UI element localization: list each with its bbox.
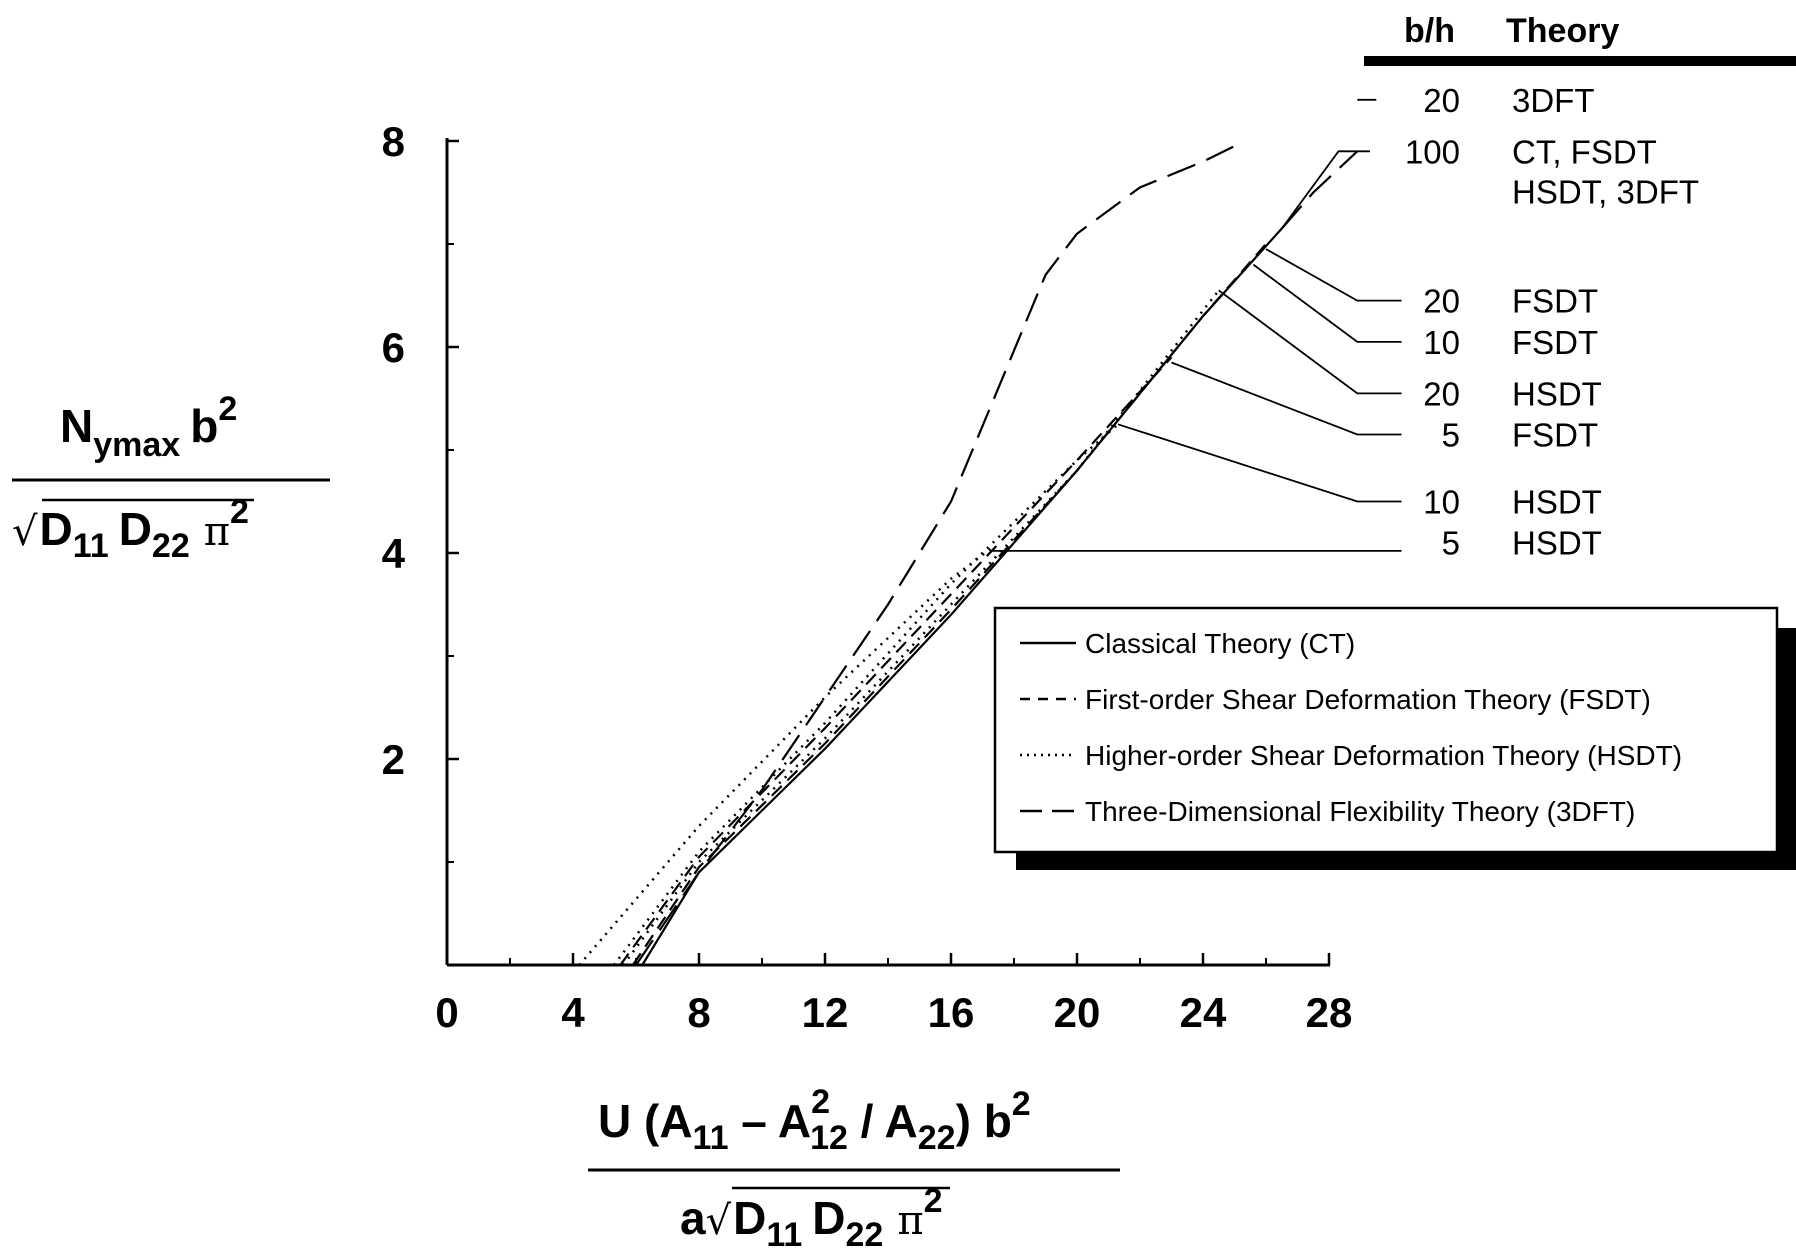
annotation-bh: 20 [1423, 283, 1460, 320]
y-tick-label: 8 [382, 118, 405, 165]
x-tick-label: 24 [1180, 989, 1227, 1036]
leader-line [1265, 248, 1402, 302]
ylabel-d2-sub: 22 [152, 527, 190, 565]
xlabel-pi-sup: 2 [924, 1182, 943, 1220]
series-line-dashed [619, 356, 1173, 966]
xlabel-d2-sub: 22 [846, 1216, 884, 1253]
ylabel-n: N [60, 400, 93, 452]
annotation-theory: FSDT [1512, 417, 1598, 454]
y-tick-label: 2 [382, 736, 405, 783]
series-line-longdash [1280, 150, 1359, 230]
annotation-theory: HSDT [1512, 375, 1602, 412]
legend-label: Higher-order Shear Deformation Theory (H… [1085, 740, 1682, 771]
table-header-rule [1364, 56, 1796, 66]
series-line-dashed [631, 243, 1267, 966]
annotation-theory: HSDT [1512, 525, 1602, 562]
annotation-bh: 20 [1423, 82, 1460, 119]
annotation-theory: FSDT [1512, 283, 1598, 320]
leader-line [1281, 150, 1370, 230]
y-ticks: 2 4 6 8 [382, 118, 459, 863]
annotation-bh: 20 [1423, 375, 1460, 412]
legend-label: First-order Shear Deformation Theory (FS… [1085, 684, 1651, 715]
annotation-bh: 10 [1423, 484, 1460, 521]
xlabel-a22-sub: 22 [918, 1119, 956, 1157]
ylabel-b: b [190, 400, 218, 452]
legend-box [993, 606, 1779, 854]
legend-label: Three-Dimensional Flexibility Theory (3D… [1085, 796, 1635, 827]
ylabel-d2: D [119, 503, 152, 555]
xlabel-pi: π [897, 1198, 923, 1244]
series-layer [578, 145, 1359, 966]
ylabel-d1-sub: 11 [73, 527, 109, 565]
annotation-bh: 5 [1442, 417, 1460, 454]
y-axis: 2 4 6 8 [382, 118, 459, 965]
xlabel-sqrt: √ [706, 1198, 732, 1244]
xlabel-close: ) b [956, 1095, 1012, 1147]
legend: Classical Theory (CT) First-order Shear D… [993, 606, 1796, 870]
table-header-theory: Theory [1506, 12, 1619, 50]
x-tick-label: 20 [1054, 989, 1101, 1036]
ylabel-pi: π [204, 509, 230, 555]
ylabel-d1: D [40, 503, 73, 555]
series-line-longdash [635, 145, 1235, 966]
x-axis: 0 4 8 12 16 20 24 28 [435, 953, 1352, 1036]
series-line-dotted [578, 546, 993, 966]
ylabel-b-sup: 2 [218, 390, 237, 428]
legend-items: Classical Theory (CT) First-order Shear D… [1020, 628, 1682, 827]
annotation-theory: 3DFT [1512, 82, 1595, 119]
x-tick-label: 4 [561, 989, 585, 1036]
leader-line [1117, 423, 1402, 503]
annotation-theory: HSDT [1512, 484, 1602, 521]
x-tick-label: 0 [435, 989, 458, 1036]
table-header-bh: b/h [1404, 12, 1455, 50]
ylabel-pi-sup: 2 [230, 493, 249, 531]
xlabel-u: U (A [598, 1095, 693, 1147]
leader-layer [992, 98, 1402, 552]
leader-line [1218, 289, 1402, 395]
annotation-theory: FSDT [1512, 324, 1598, 361]
xlabel-minus: – A [729, 1095, 812, 1147]
y-tick-label: 4 [382, 530, 406, 577]
annotation-bh: 10 [1423, 324, 1460, 361]
leader-line [1171, 361, 1402, 436]
xlabel-b-sup: 2 [1012, 1085, 1031, 1123]
annotation-bh: 100 [1405, 133, 1460, 170]
y-axis-label: Nymax b2 √D11 D22 π2 [12, 390, 330, 565]
x-tick-label: 12 [802, 989, 849, 1036]
annotation-theory-cont: HSDT, 3DFT [1512, 173, 1699, 210]
x-tick-label: 16 [928, 989, 975, 1036]
leader-line [1252, 263, 1402, 343]
x-axis-label: U (A11 – A2 12 / A22) b2 a√D11 D22 π2 [588, 1083, 1120, 1253]
xlabel-a12-sub: 12 [810, 1119, 848, 1157]
legend-label: Classical Theory (CT) [1085, 628, 1355, 659]
annotation-bh: 5 [1442, 525, 1460, 562]
x-tick-label: 8 [687, 989, 710, 1036]
xlabel-d2: D [812, 1192, 845, 1244]
xlabel-d1: D [733, 1192, 766, 1244]
xlabel-a: a [680, 1192, 706, 1244]
y-tick-label: 6 [382, 324, 405, 371]
xlabel-a12-sup: 2 [811, 1083, 830, 1121]
xlabel-d1-sub: 11 [766, 1216, 802, 1253]
ylabel-ymax: ymax [93, 426, 180, 464]
ylabel-sqrt: √ [12, 509, 38, 555]
x-tick-label: 28 [1306, 989, 1353, 1036]
xlabel-a11-sub: 11 [693, 1119, 729, 1157]
x-ticks: 0 4 8 12 16 20 24 28 [435, 953, 1352, 1036]
annotation-theory: CT, FSDT [1512, 133, 1657, 170]
xlabel-div: / A [848, 1095, 918, 1147]
